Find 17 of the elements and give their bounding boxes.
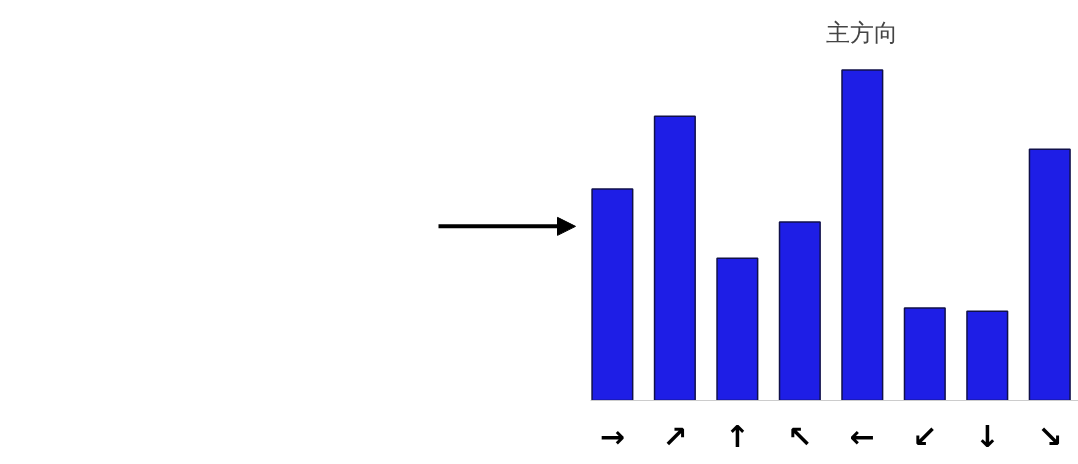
text: 主方向: [826, 18, 899, 47]
x-tick-label: ←: [849, 418, 875, 454]
x-tick-label: →: [599, 418, 625, 454]
x-tick-label: ↙: [912, 418, 938, 454]
bar: [653, 115, 696, 401]
x-tick-label: ↑: [724, 418, 750, 454]
x-tick-label: ↗: [662, 418, 688, 454]
x-tick-label: ↖: [787, 418, 813, 454]
x-tick-label: ↘: [1037, 418, 1063, 454]
bar: [903, 307, 946, 401]
bar: [716, 257, 759, 401]
bar: [1028, 148, 1071, 401]
x-tick-label: ↓: [974, 418, 1000, 454]
bar: [591, 188, 634, 401]
bar: [841, 69, 884, 401]
bar: [778, 221, 821, 401]
bar: [966, 310, 1009, 401]
